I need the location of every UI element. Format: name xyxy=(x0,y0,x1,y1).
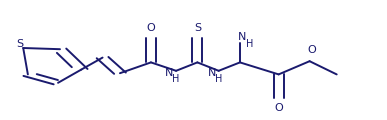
Text: S: S xyxy=(17,39,24,49)
Text: N: N xyxy=(238,32,246,42)
Text: O: O xyxy=(307,45,316,55)
Text: O: O xyxy=(147,23,155,33)
Text: H: H xyxy=(246,39,253,49)
Text: N: N xyxy=(165,68,173,78)
Text: S: S xyxy=(194,23,201,33)
Text: O: O xyxy=(274,103,283,113)
Text: H: H xyxy=(172,74,180,84)
Text: H: H xyxy=(215,74,223,84)
Text: N: N xyxy=(207,68,216,78)
